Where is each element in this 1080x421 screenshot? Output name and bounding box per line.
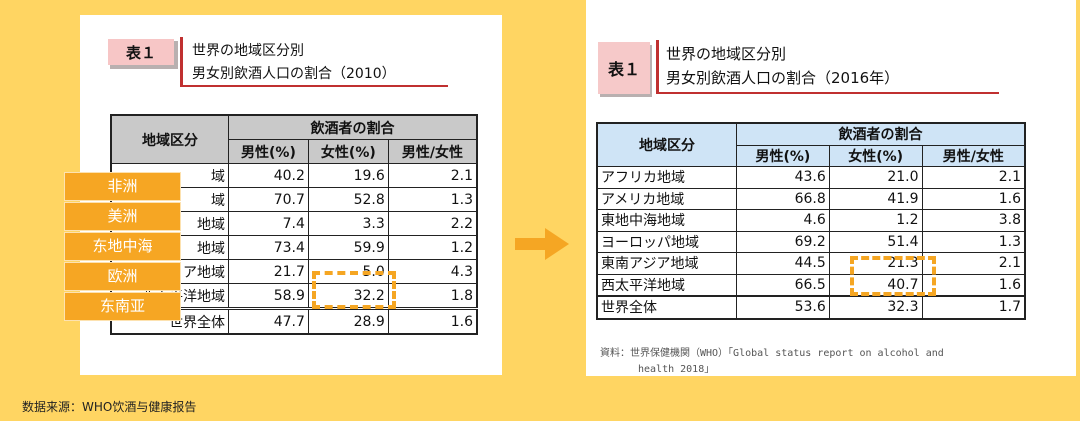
table-tag: 表１: [598, 42, 650, 94]
ratio-cell: 3.8: [921, 209, 1026, 232]
region-cell: 世界全体: [596, 295, 737, 319]
ratio-cell: 1.6: [921, 187, 1026, 210]
female-cell: 1.2: [828, 209, 923, 232]
male-cell: 66.5: [736, 273, 830, 297]
header-female: 女性(%): [307, 139, 389, 164]
region-cell: 東南アジア地域: [596, 252, 737, 275]
header-ratio: 男性/女性: [921, 144, 1026, 167]
region-cell: 西太平洋地域: [596, 273, 737, 297]
source-note-line-2: health 2018」: [638, 364, 715, 375]
male-cell: 47.7: [228, 307, 309, 335]
ratio-cell: 1.6: [387, 307, 478, 335]
male-cell: 43.6: [736, 166, 830, 189]
ratio-cell: 2.1: [921, 166, 1026, 189]
ratio-cell: 2.1: [387, 163, 478, 188]
male-cell: 58.9: [228, 283, 309, 309]
title-frame: [180, 37, 448, 87]
table-row: アフリカ地域 43.6 21.0 2.1: [596, 166, 1026, 189]
highlight-box: [312, 271, 396, 309]
male-cell: 69.2: [736, 230, 830, 253]
ratio-cell: 4.3: [387, 259, 478, 284]
region-cell: アフリカ地域: [596, 166, 737, 189]
table-panel-2016: 表１ 世界の地域区分別 男女別飲酒人口の割合（2016年） 地域区分 飲酒者の割…: [586, 0, 1076, 376]
header-group: 飲酒者の割合: [228, 114, 478, 140]
region-label: 东地中海: [64, 232, 181, 261]
title-frame: [656, 40, 999, 94]
drinking-table-2010: 地域区分 飲酒者の割合 男性(%) 女性(%) 男性/女性 域 40.2 19.6 2…: [110, 114, 478, 335]
region-label: 美洲: [64, 202, 181, 231]
region-cell: 東地中海地域: [596, 209, 737, 232]
female-cell: 59.9: [307, 235, 389, 260]
female-cell: 28.9: [307, 307, 389, 335]
header-ratio: 男性/女性: [387, 139, 478, 164]
male-cell: 7.4: [228, 211, 309, 236]
data-source-label: 数据来源：WHO饮酒与健康报告: [22, 400, 197, 414]
female-cell: 19.6: [307, 163, 389, 188]
ratio-cell: 1.3: [387, 187, 478, 212]
header-male: 男性(%): [228, 139, 309, 164]
header-male: 男性(%): [736, 144, 830, 167]
title-line-2: 男女別飲酒人口の割合（2010）: [192, 66, 396, 82]
ratio-cell: 1.2: [387, 235, 478, 260]
table-row: 東南アジア地域 44.5 21.3 2.1: [596, 252, 1026, 275]
region-label: 非洲: [64, 172, 181, 201]
table-row: 西太平洋地域 66.5 40.7 1.6: [596, 273, 1026, 297]
drinking-table-2016: 地域区分 飲酒者の割合 男性(%) 女性(%) 男性/女性 アフリカ地域 43.6…: [596, 122, 1026, 320]
source-note-line-1: 資料：世界保健機関（WHO）「Global status report on a…: [600, 348, 944, 359]
ratio-cell: 1.3: [921, 230, 1026, 253]
table-row: 地域 73.4 59.9 1.2: [110, 235, 478, 260]
ratio-cell: 1.8: [387, 283, 478, 309]
header-region: 地域区分: [110, 114, 229, 164]
male-cell: 4.6: [736, 209, 830, 232]
ratio-cell: 2.2: [387, 211, 478, 236]
female-cell: 3.3: [307, 211, 389, 236]
table-tag: 表１: [108, 39, 174, 65]
female-cell: 21.0: [828, 166, 923, 189]
ratio-cell: 1.7: [921, 295, 1026, 319]
ratio-cell: 1.6: [921, 273, 1026, 297]
male-cell: 21.7: [228, 259, 309, 284]
region-label: 欧洲: [64, 262, 181, 291]
header-region: 地域区分: [596, 122, 737, 167]
highlight-box: [850, 256, 936, 296]
male-cell: 66.8: [736, 187, 830, 210]
title-line-1: 世界の地域区分別: [192, 43, 304, 59]
table-row: 世界全体 53.6 32.3 1.7: [596, 295, 1026, 319]
female-cell: 52.8: [307, 187, 389, 212]
female-cell: 41.9: [828, 187, 923, 210]
male-cell: 53.6: [736, 295, 830, 319]
male-cell: 73.4: [228, 235, 309, 260]
male-cell: 70.7: [228, 187, 309, 212]
male-cell: 44.5: [736, 252, 830, 275]
title-line-1: 世界の地域区分別: [666, 45, 787, 63]
table-panel-2010: 表１ 世界の地域区分別 男女別飲酒人口の割合（2010） 地域区分 飲酒者の割合…: [80, 15, 502, 375]
table-row: 東地中海地域 4.6 1.2 3.8: [596, 209, 1026, 232]
female-cell: 32.2: [307, 283, 389, 309]
region-label: 东南亚: [64, 292, 181, 321]
title-line-2: 男女別飲酒人口の割合（2016年）: [666, 69, 900, 87]
header-group: 飲酒者の割合: [736, 122, 1026, 146]
region-cell: アメリカ地域: [596, 187, 737, 210]
region-cell: ヨーロッパ地域: [596, 230, 737, 253]
table-row: アメリカ地域 66.8 41.9 1.6: [596, 187, 1026, 210]
female-cell: 32.3: [828, 295, 923, 319]
arrow-right-icon: [515, 228, 569, 260]
table-row: ヨーロッパ地域 69.2 51.4 1.3: [596, 230, 1026, 253]
region-label-overlay: 非洲 美洲 东地中海 欧洲 东南亚: [64, 172, 181, 322]
male-cell: 40.2: [228, 163, 309, 188]
header-female: 女性(%): [828, 144, 923, 167]
ratio-cell: 2.1: [921, 252, 1026, 275]
female-cell: 51.4: [828, 230, 923, 253]
